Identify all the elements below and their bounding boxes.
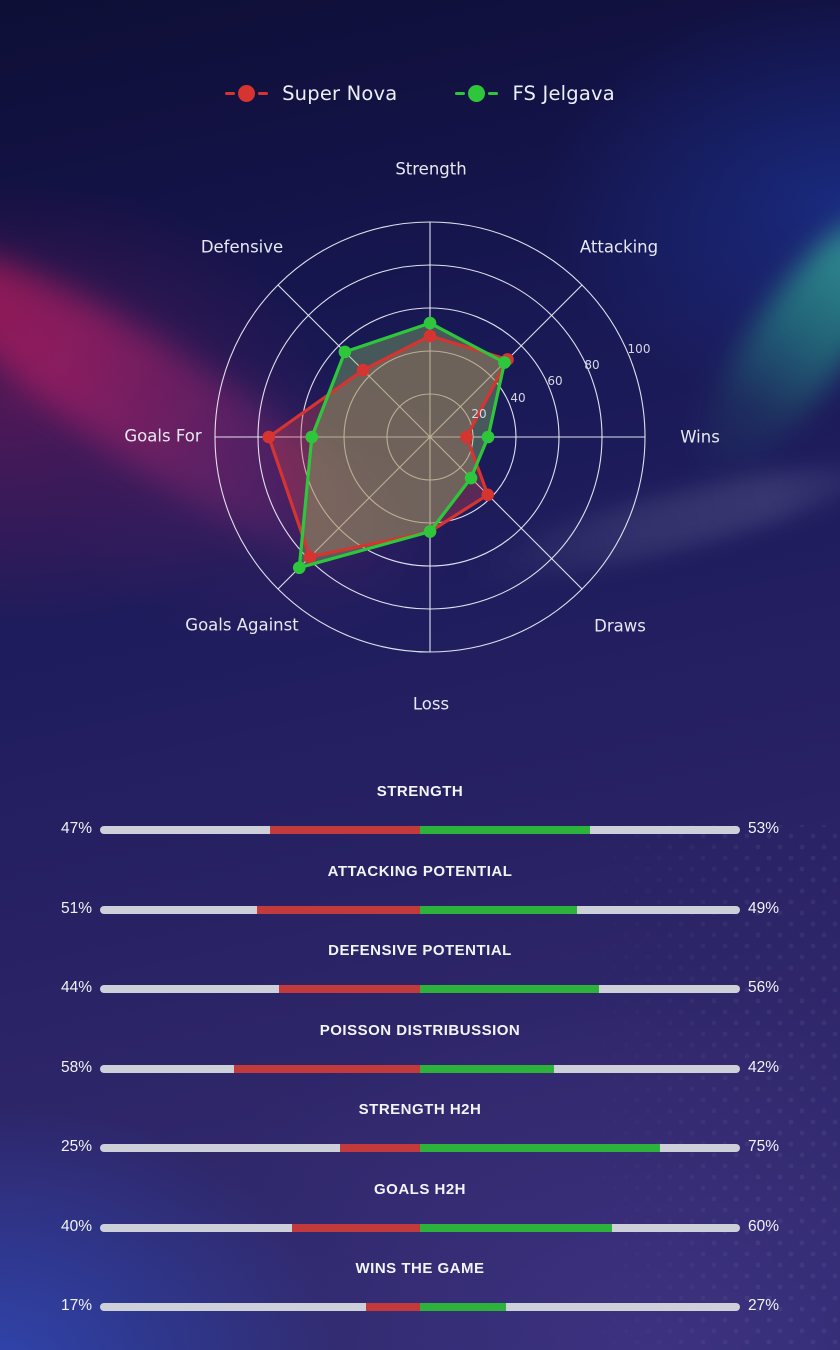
comparison-row-strength-h2h: STRENGTH H2H 25% 75% [0, 1087, 840, 1167]
right-percent: 27% [748, 1297, 780, 1314]
axis-label-wins: Wins [680, 427, 720, 447]
axis-label-goals-against: Goals Against [185, 615, 299, 635]
legend-label: Super Nova [282, 82, 398, 105]
legend-item-fs-jelgava: FS Jelgava [455, 82, 615, 105]
marker-dash [225, 91, 236, 96]
bar-left-segment [279, 985, 420, 993]
bar-title: POISSON DISTRIBUSSION [319, 1021, 521, 1039]
series-point [464, 471, 478, 485]
axis-label-loss: Loss [412, 694, 450, 714]
marker-dash [258, 91, 269, 96]
left-percent: 17% [60, 1297, 92, 1314]
comparison-row-wins-the-game: WINS THE GAME 17% 27% [0, 1246, 840, 1326]
bar-track [100, 905, 740, 914]
axis-label-attacking: Attacking [579, 237, 659, 257]
legend-item-super-nova: Super Nova [225, 82, 397, 105]
bar-right-segment [420, 905, 577, 914]
bar-left-segment [340, 1144, 420, 1152]
axis-label-draws: Draws [594, 616, 646, 636]
marker-dot [468, 85, 486, 102]
legend-label: FS Jelgava [512, 82, 615, 105]
marker-dash [488, 91, 499, 96]
axis-label-strength: Strength [395, 159, 467, 179]
bar-title: DEFENSIVE POTENTIAL [328, 942, 512, 959]
bar-title: GOALS H2H [373, 1180, 466, 1198]
right-percent: 49% [748, 899, 780, 917]
series-point [305, 430, 319, 444]
left-percent: 25% [60, 1138, 92, 1155]
radar-chart: Strength Attacking Wins Draws Loss Goals… [124, 159, 720, 714]
bar-right-segment [420, 1223, 612, 1232]
left-percent: 51% [60, 899, 92, 917]
bar-left-segment [256, 905, 420, 914]
series-point [460, 430, 473, 444]
bar-title: ATTACKING POTENTIAL [327, 862, 513, 880]
axis-label-defensive: Defensive [200, 237, 284, 257]
bar-title: STRENGTH [376, 783, 464, 800]
bar-track [100, 1144, 740, 1152]
left-percent: 58% [60, 1058, 92, 1076]
bar-track [100, 1223, 740, 1232]
series-point [356, 363, 370, 377]
red-line-dot-marker-icon [225, 85, 269, 102]
radial-tick-60: 60 [547, 374, 563, 388]
bar-right-segment [420, 826, 590, 834]
radial-tick-80: 80 [584, 358, 600, 372]
series-point [262, 430, 276, 444]
series-point [423, 316, 437, 330]
bar-track [100, 1064, 740, 1073]
series-point [338, 345, 352, 359]
bar-track [100, 1303, 740, 1311]
series-point [292, 561, 306, 575]
series-point [481, 430, 495, 444]
bar-left-segment [365, 1303, 420, 1311]
bar-right-segment [420, 985, 600, 993]
grid-spoke [277, 284, 583, 590]
comparison-row-poisson: POISSON DISTRIBUSSION 58% 42% [0, 1008, 840, 1088]
comparison-row-attacking-potential: ATTACKING POTENTIAL 51% 49% [0, 849, 840, 929]
bar-title: WINS THE GAME [355, 1260, 485, 1277]
radial-tick-40: 40 [510, 391, 526, 405]
radial-tick-100: 100 [627, 342, 651, 356]
right-percent: 75% [748, 1138, 780, 1155]
bar-left-segment [292, 1223, 420, 1232]
chart-legend: Super Nova FS Jelgava [0, 82, 840, 105]
series-point [303, 550, 317, 564]
series-point [423, 329, 437, 343]
right-percent: 56% [748, 979, 780, 996]
bar-right-segment [420, 1303, 507, 1311]
right-percent: 42% [748, 1058, 780, 1076]
bar-title: STRENGTH H2H [358, 1101, 482, 1118]
series-fill-super-nova [268, 335, 508, 558]
right-percent: 60% [748, 1217, 780, 1235]
comparison-row-goals-h2h: GOALS H2H 40% 60% [0, 1167, 840, 1247]
radar-svg [214, 221, 646, 653]
bar-right-segment [420, 1144, 660, 1152]
bar-right-segment [420, 1064, 555, 1073]
green-line-dot-marker-icon [455, 85, 499, 102]
series-point [423, 525, 437, 538]
left-percent: 47% [60, 820, 92, 837]
comparison-row-defensive-potential: DEFENSIVE POTENTIAL 44% 56% [0, 928, 840, 1008]
bar-left-segment [234, 1064, 420, 1073]
marker-dot [238, 85, 256, 102]
bar-left-segment [269, 826, 420, 834]
series-point [498, 356, 511, 369]
left-percent: 44% [60, 979, 92, 996]
series-fill-fs-jelgava [299, 323, 505, 568]
right-percent: 53% [748, 820, 780, 837]
comparison-bars-section: STRENGTH 47% 53% ATTACKING POTENTIAL 51%… [0, 769, 840, 1326]
comparison-row-strength: STRENGTH 47% 53% [0, 769, 840, 849]
series-point [481, 488, 495, 502]
bar-track [100, 826, 740, 834]
bar-track [100, 985, 740, 993]
marker-dash [455, 91, 466, 96]
left-percent: 40% [60, 1217, 92, 1235]
axis-label-goals-for: Goals For [124, 426, 202, 446]
radial-tick-20: 20 [471, 407, 487, 421]
